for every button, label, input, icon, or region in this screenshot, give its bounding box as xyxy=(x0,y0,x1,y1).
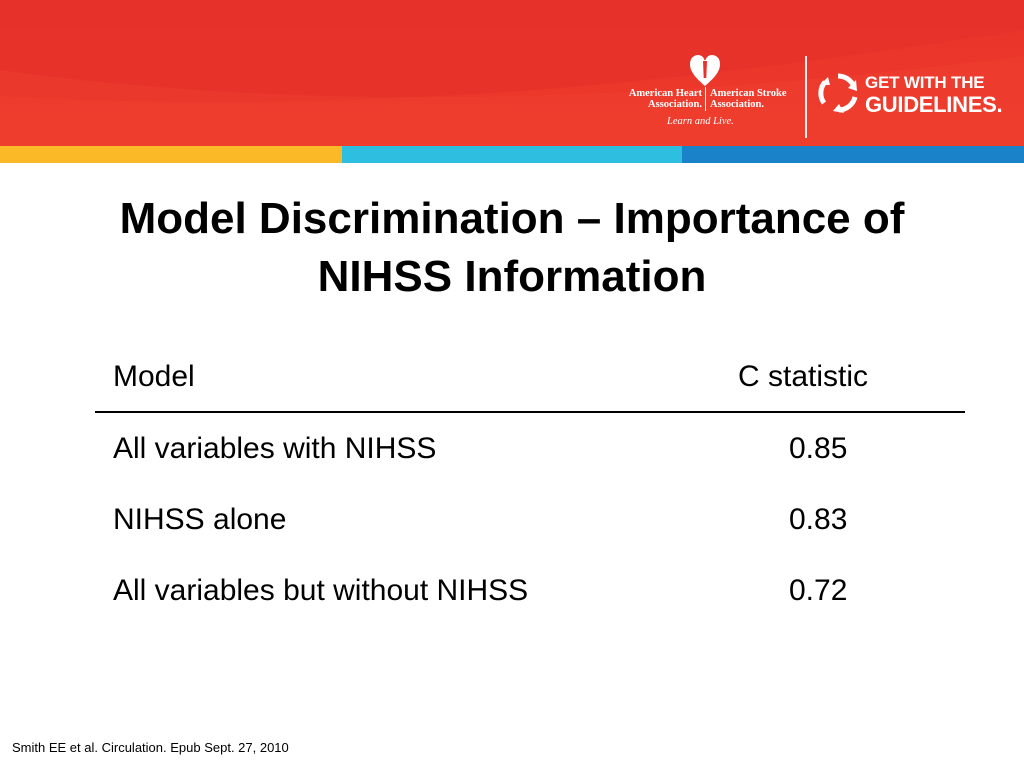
asa-name: American Stroke Association. xyxy=(710,88,800,110)
aha-asa-logo: American Heart Association. American Str… xyxy=(610,52,795,134)
table-body: All variables with NIHSS 0.85 NIHSS alon… xyxy=(95,432,965,645)
aha-tagline: Learn and Live. xyxy=(667,116,734,127)
slide-title-line2: NIHSS Information xyxy=(317,252,707,301)
column-header-c-statistic: C statistic xyxy=(738,360,869,393)
table-header: Model C statistic xyxy=(95,356,965,410)
heart-torch-logo-icon xyxy=(690,54,720,86)
c-statistic-cell: 0.83 xyxy=(789,503,848,536)
banner-swoosh xyxy=(0,0,1024,146)
header-color-stripes xyxy=(0,146,1024,163)
asa-name-line2: Association. xyxy=(710,99,764,110)
c-statistic-cell: 0.72 xyxy=(789,574,848,607)
model-cell: NIHSS alone xyxy=(113,503,287,536)
column-header-model: Model xyxy=(113,360,195,393)
gwtg-line1: GET WITH THE xyxy=(865,73,985,92)
header-banner: American Heart Association. American Str… xyxy=(0,0,1024,146)
header-rule xyxy=(95,411,965,413)
logo-separator xyxy=(805,56,807,138)
c-statistic-table: Model C statistic All variables with NIH… xyxy=(95,356,965,607)
stripe-blue xyxy=(682,146,1024,163)
asa-name-line1: American Stroke xyxy=(710,88,787,99)
stripe-cyan xyxy=(342,146,682,163)
aha-name-line1: American Heart xyxy=(628,88,702,99)
circular-arrows-logo-icon xyxy=(818,73,858,113)
table-row: All variables but without NIHSS 0.72 xyxy=(95,574,965,645)
model-cell: All variables with NIHSS xyxy=(113,432,437,465)
slide-title-line1: Model Discrimination – Importance of xyxy=(119,194,905,243)
gwtg-logo: GET WITH THE GUIDELINES. xyxy=(815,70,1015,126)
table-row: All variables with NIHSS 0.85 xyxy=(95,432,965,503)
aha-name: American Heart Association. xyxy=(610,88,702,110)
gwtg-line2: GUIDELINES. xyxy=(865,92,1003,117)
aha-name-line2: Association. xyxy=(648,99,702,110)
model-cell: All variables but without NIHSS xyxy=(113,574,529,607)
stripe-yellow xyxy=(0,146,342,163)
citation: Smith EE et al. Circulation. Epub Sept. … xyxy=(12,740,289,755)
slide-title: Model Discrimination – Importance of NIH… xyxy=(0,190,1024,306)
c-statistic-cell: 0.85 xyxy=(789,432,848,465)
aha-divider xyxy=(705,87,706,111)
table-row: NIHSS alone 0.83 xyxy=(95,503,965,574)
